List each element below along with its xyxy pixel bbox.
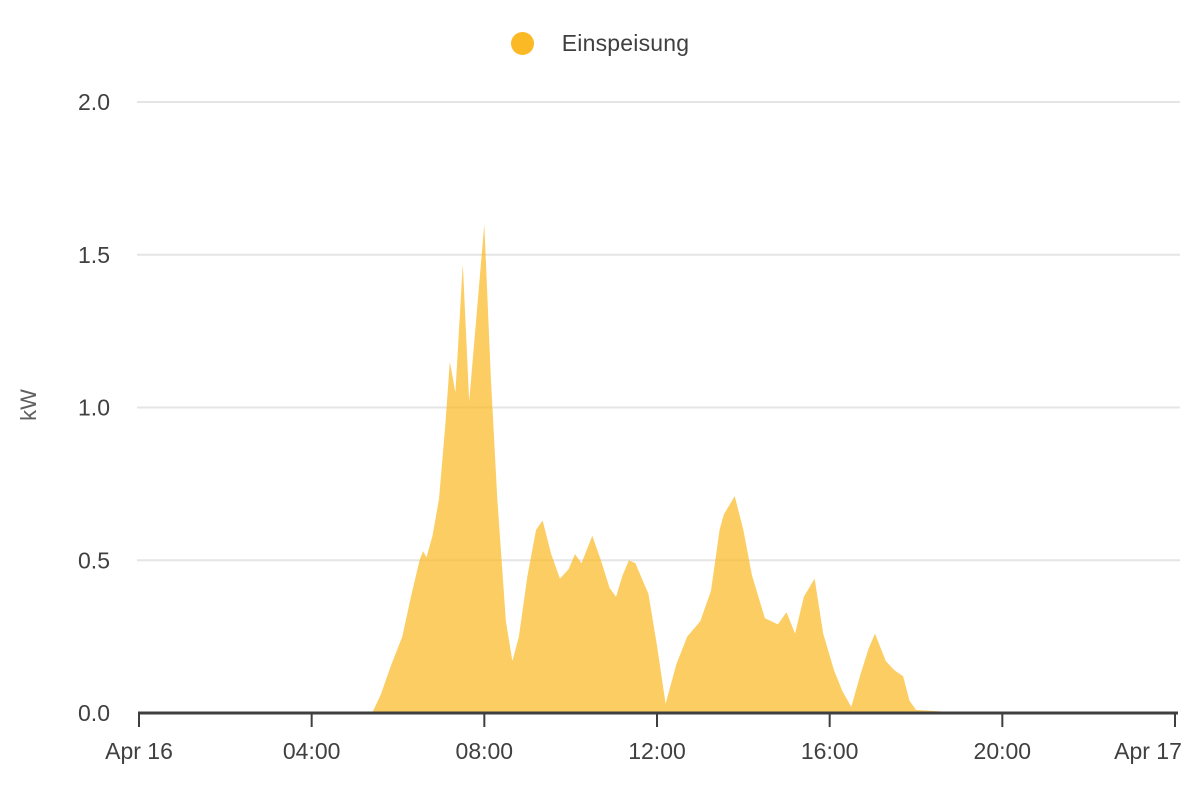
y-axis-unit-label: kW — [16, 389, 41, 421]
x-tick-label: 08:00 — [456, 738, 514, 764]
x-tick-label: 04:00 — [283, 738, 341, 764]
legend-item-einspeisung[interactable]: Einspeisung — [510, 30, 690, 57]
x-tick-label: Apr 17 — [1114, 738, 1182, 764]
y-tick-label: 0.5 — [78, 547, 110, 573]
x-tick-label: Apr 16 — [105, 738, 173, 764]
legend-series-label: Einspeisung — [561, 30, 690, 56]
x-tick-label: 16:00 — [801, 738, 859, 764]
y-tick-label: 2.0 — [78, 89, 110, 115]
y-tick-label: 1.0 — [78, 395, 110, 421]
series-color-dot-icon — [510, 32, 534, 55]
y-tick-label: 0.0 — [78, 700, 110, 726]
area-series-einspeisung — [372, 224, 949, 713]
y-tick-label: 1.5 — [78, 242, 110, 268]
chart-legend: Einspeisung — [0, 30, 1200, 57]
x-tick-label: 12:00 — [628, 738, 686, 764]
x-tick-label: 20:00 — [974, 738, 1032, 764]
